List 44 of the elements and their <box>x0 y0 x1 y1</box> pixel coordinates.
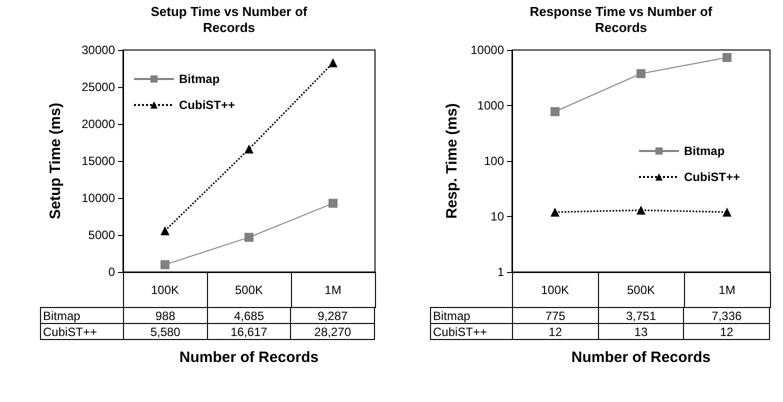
y-axis-title: Setup Time (ms) <box>47 102 64 220</box>
data-label: 28,270 <box>290 324 374 340</box>
y-tick-label: 20000 <box>82 117 116 131</box>
chart-title: Setup Time vs Number of Records <box>150 4 308 36</box>
y-tick-label: 1000 <box>477 98 504 112</box>
y-tick-label: 10000 <box>82 191 116 205</box>
x-tick-label: 500K <box>234 283 264 297</box>
text: CubiST++ <box>433 324 488 338</box>
x-axis-title: Number of Records <box>570 349 712 366</box>
y-tick-label: 10 <box>490 210 504 224</box>
y-tick-label: 1 <box>497 265 504 279</box>
y-tick-label: 30000 <box>82 43 116 57</box>
data-label: 988 <box>124 308 208 324</box>
y-tick-label: 25000 <box>82 80 116 94</box>
x-tick-label: 1M <box>718 283 736 297</box>
data-label: 9,287 <box>290 308 374 324</box>
y-tick-label: 100 <box>484 154 504 168</box>
text: Bitmap <box>433 308 470 322</box>
text: CubiST++ <box>43 324 98 338</box>
data-label: 7,336 <box>684 308 770 324</box>
data-label: 12 <box>684 324 770 340</box>
chart-title: Response Time vs Number of Records <box>528 4 714 36</box>
legend-label: CubiST++ <box>684 170 740 184</box>
y-tick-label: 15000 <box>82 154 116 168</box>
y-tick-label: 5000 <box>88 228 116 242</box>
data-label: 13 <box>598 324 684 340</box>
y-axis-title: Resp. Time (ms) <box>444 103 461 219</box>
data-label: 775 <box>512 308 598 324</box>
legend-label: Bitmap <box>179 72 220 86</box>
text: Bitmap <box>43 308 80 322</box>
y-tick-label: 10000 <box>470 43 504 57</box>
x-tick-label: 100K <box>540 283 570 297</box>
legend-label: CubiST++ <box>179 98 236 112</box>
x-tick-label: 500K <box>626 283 656 297</box>
legend-label: Bitmap <box>684 144 725 158</box>
data-label: 16,617 <box>207 324 291 340</box>
data-label: 12 <box>512 324 598 340</box>
data-label: 3,751 <box>598 308 684 324</box>
data-label: 4,685 <box>207 308 291 324</box>
data-label: 5,580 <box>124 324 208 340</box>
y-tick-label: 0 <box>108 265 116 279</box>
x-tick-label: 1M <box>324 283 342 297</box>
x-tick-label: 100K <box>150 283 180 297</box>
x-axis-title: Number of Records <box>178 349 320 366</box>
